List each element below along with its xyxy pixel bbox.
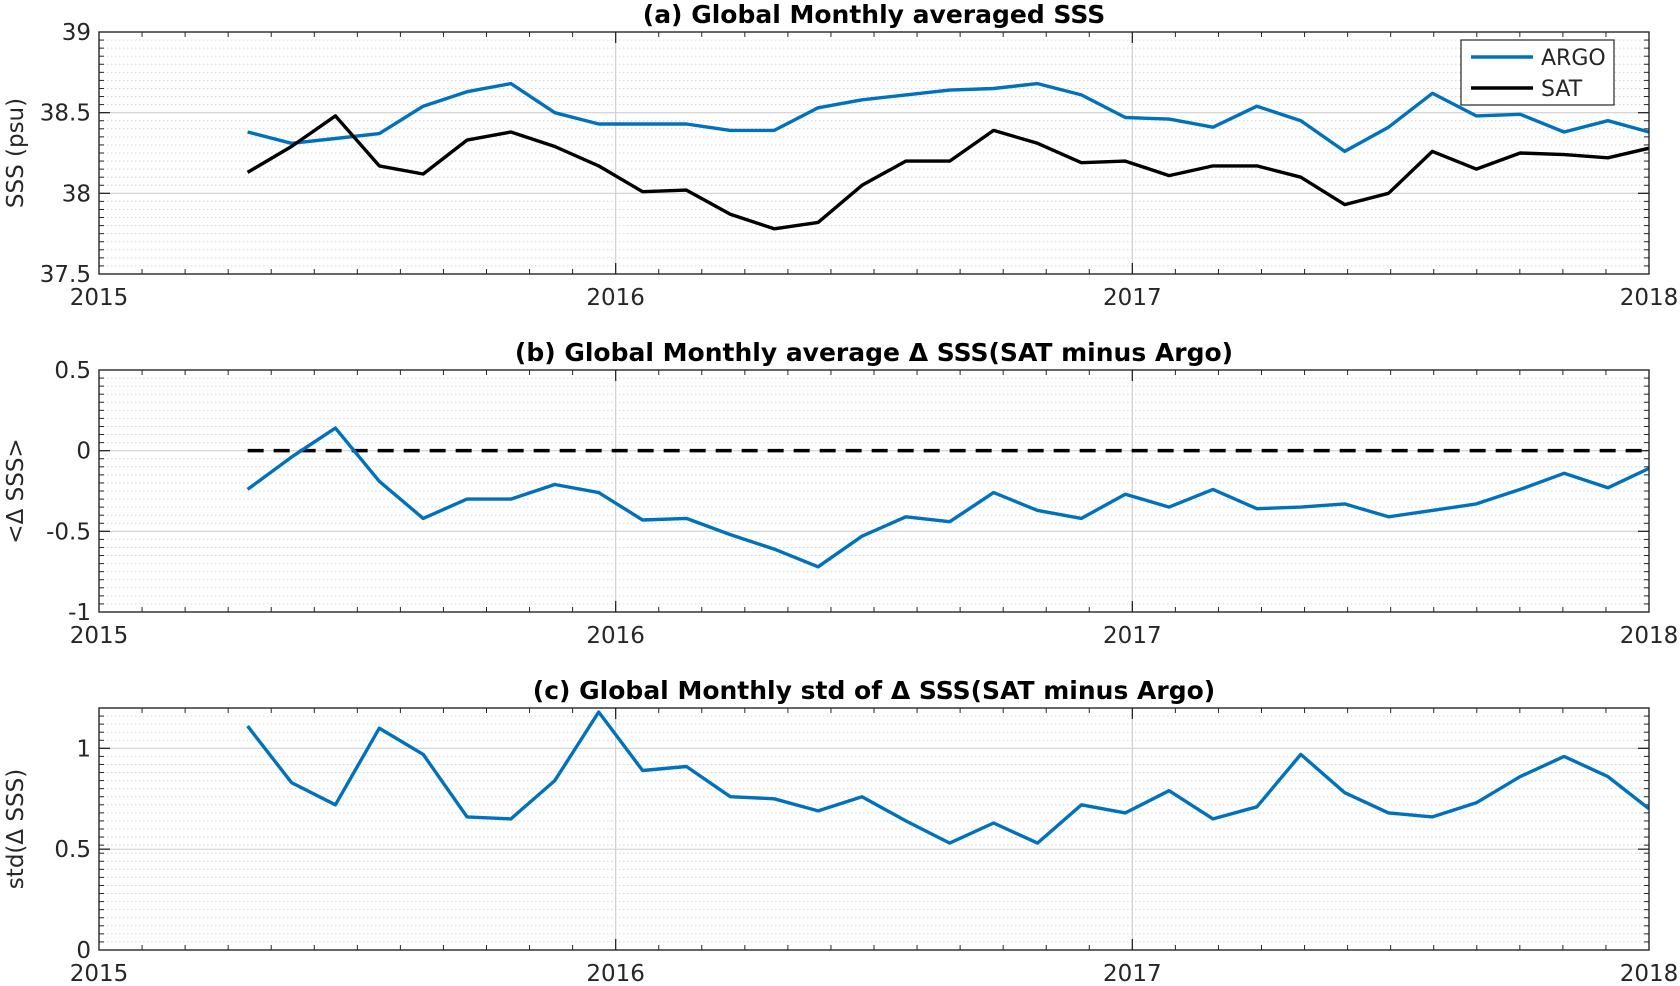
panel-c-y-tick-label: 1 xyxy=(76,736,91,762)
panel-b-x-tick-label: 2015 xyxy=(70,623,129,649)
panel-a-y-tick-label: 38.5 xyxy=(40,101,91,127)
panel-c-axes-box xyxy=(98,707,1650,951)
panel-b-y-tick-label: -0.5 xyxy=(46,519,91,545)
panel-b-x-tick-label: 2018 xyxy=(1620,623,1679,649)
panel-a-y-tick-label: 38 xyxy=(62,181,91,207)
panel-a-x-tick-label: 2016 xyxy=(586,285,645,311)
panel-b-x-tick-label: 2016 xyxy=(586,623,645,649)
panel-a-y-tick-label: 37.5 xyxy=(40,262,91,288)
panel-a-legend-label-sat: SAT xyxy=(1541,77,1583,102)
panel-a-y-axis-label: SSS (psu) xyxy=(3,98,29,208)
panel-b-x-tick-label: 2017 xyxy=(1103,623,1162,649)
panel-b-y-tick-label: -1 xyxy=(68,600,91,626)
panel-b-y-tick-label: 0 xyxy=(76,439,91,465)
panel-c-x-tick-label: 2016 xyxy=(586,961,645,982)
panel-b-axes-box xyxy=(98,369,1650,613)
panel-a-x-tick-label: 2015 xyxy=(70,285,129,311)
panel-a-argo-line xyxy=(247,81,1649,154)
panel-a-y-tick-label: 39 xyxy=(62,20,91,46)
panel-b-y-tick-label: 0.5 xyxy=(54,358,91,384)
panel-a-axes-box xyxy=(98,31,1650,275)
panel-c-x-tick-label: 2017 xyxy=(1103,961,1162,982)
panel-a-x-tick-label: 2018 xyxy=(1620,285,1679,311)
panel-c-series-1-line xyxy=(246,710,1649,845)
panel-b-y-axis-label: <Δ SSS> xyxy=(3,438,29,543)
panel-a-legend-box xyxy=(1460,39,1615,106)
panel-b-title: (b) Global Monthly average Δ SSS(SAT min… xyxy=(515,338,1233,367)
panel-a-x-tick-label: 2017 xyxy=(1103,285,1162,311)
panel-a-sat-line xyxy=(246,114,1649,231)
panel-c-y-tick-label: 0.5 xyxy=(54,837,91,863)
panel-c-y-axis-label: std(Δ SSS) xyxy=(3,769,29,889)
panel-a-legend-label-argo: ARGO xyxy=(1541,46,1606,71)
panel-c-x-tick-label: 2015 xyxy=(70,961,129,982)
panel-c-x-tick-label: 2018 xyxy=(1620,961,1679,982)
panel-b-series-1-line xyxy=(246,426,1649,569)
panel-c-y-tick-label: 0 xyxy=(76,938,91,964)
panel-c-title: (c) Global Monthly std of Δ SSS(SAT minu… xyxy=(533,676,1215,705)
panel-a-title: (a) Global Monthly averaged SSS xyxy=(643,0,1105,29)
